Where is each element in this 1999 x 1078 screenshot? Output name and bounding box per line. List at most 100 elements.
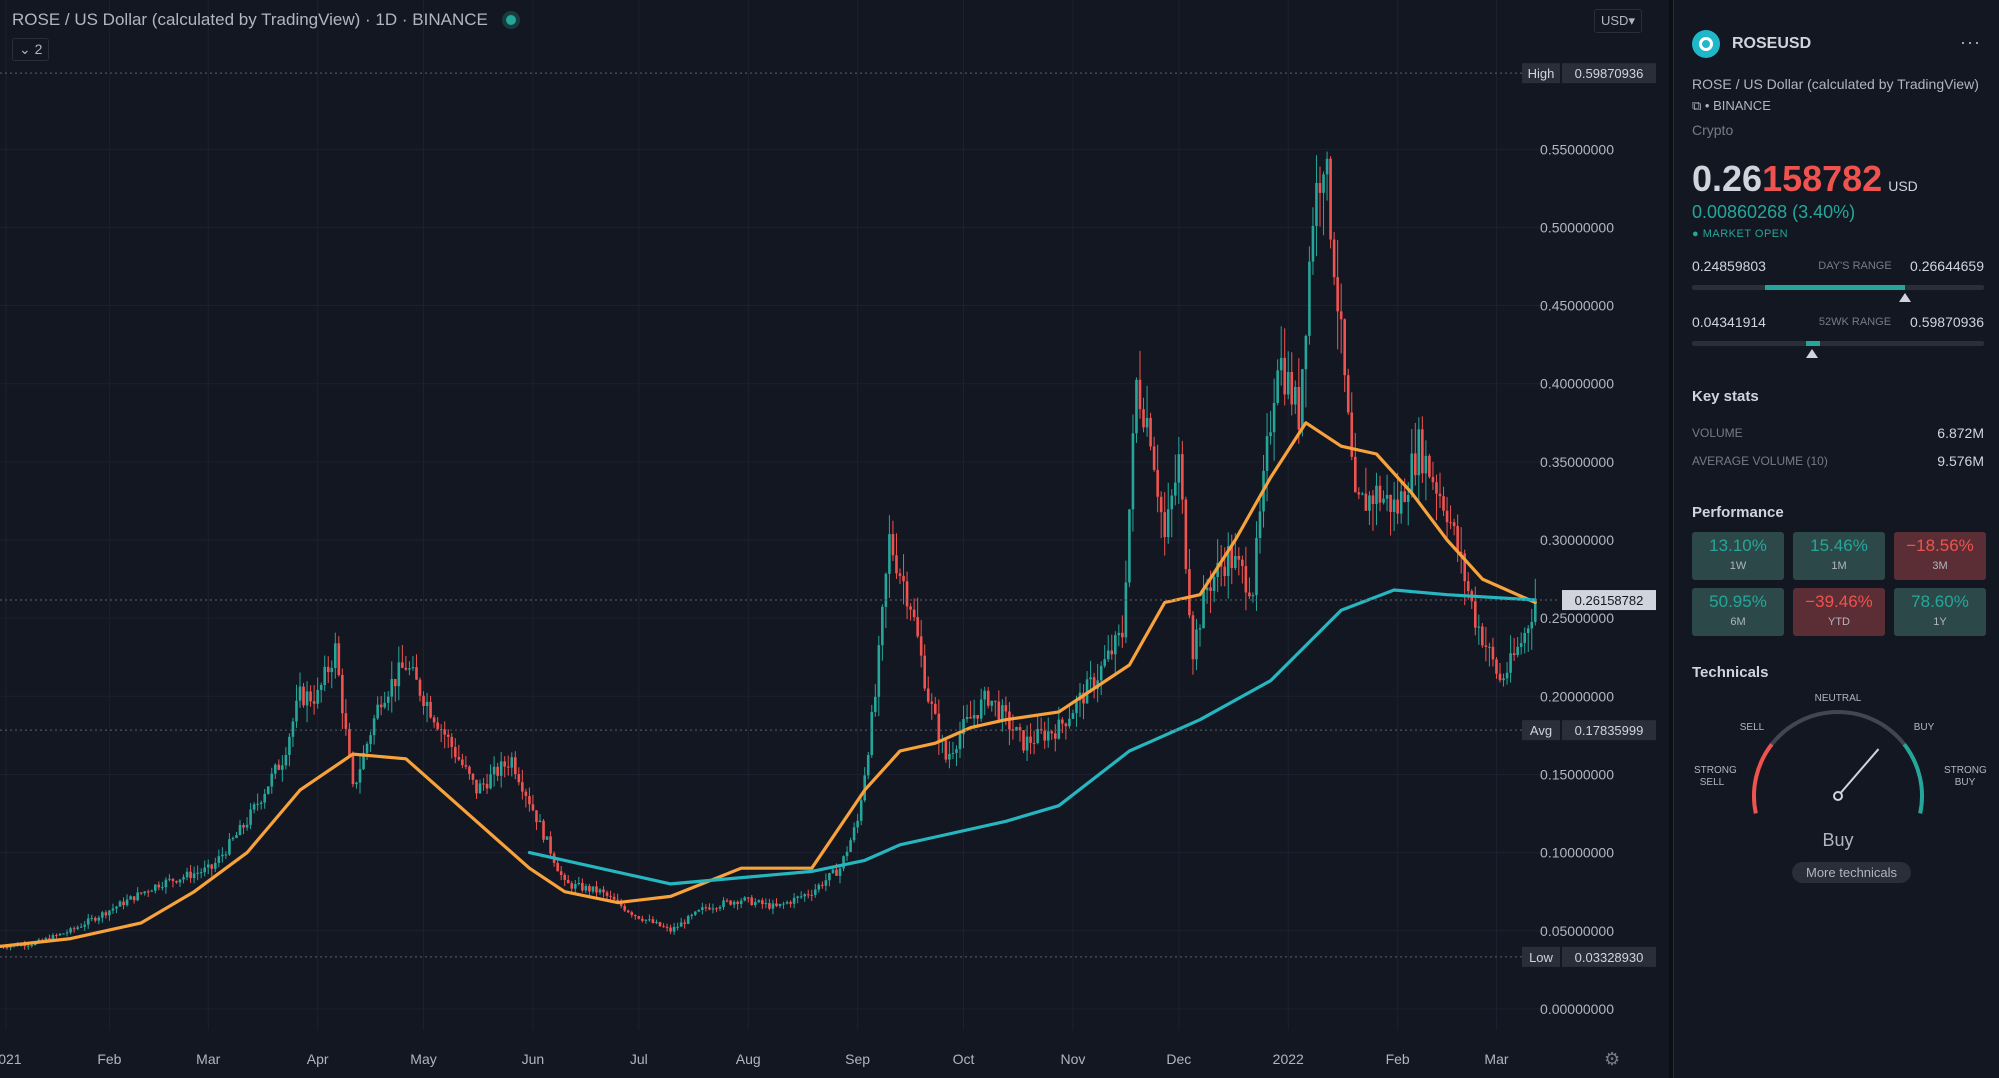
candle-body — [1286, 372, 1290, 395]
candle-body — [852, 827, 856, 841]
candle-body — [1442, 496, 1445, 511]
candle-body — [753, 902, 757, 906]
candle-body — [1445, 510, 1449, 523]
candle-body — [648, 919, 651, 921]
y-tick-label: 0.05000000 — [1540, 923, 1614, 939]
candle-body — [83, 924, 87, 927]
candle-body — [295, 700, 298, 722]
candle-body — [824, 880, 828, 886]
candle-body — [252, 804, 256, 810]
candle-body — [1308, 261, 1311, 336]
candle-body — [1279, 357, 1283, 371]
days-range-bar — [1692, 285, 1984, 302]
candle-body — [813, 889, 817, 895]
candle-body — [386, 696, 390, 703]
performance-cell[interactable]: 78.60% 1Y — [1894, 588, 1986, 636]
pane-divider[interactable] — [1669, 0, 1673, 1078]
candle-body — [1053, 733, 1057, 739]
candle-body — [962, 718, 965, 735]
performance-cell[interactable]: −18.56% 3M — [1894, 532, 1986, 580]
candle-body — [242, 824, 245, 828]
candle-body — [1251, 595, 1255, 597]
x-tick-label: Oct — [953, 1051, 975, 1067]
candle-body — [1509, 653, 1512, 673]
candle-body — [79, 926, 83, 928]
y-tick-label: 0.40000000 — [1540, 376, 1614, 392]
performance-cell[interactable]: −39.46% YTD — [1793, 588, 1885, 636]
candle-body — [143, 891, 147, 894]
x-tick-label: Nov — [1060, 1051, 1085, 1067]
candle-body — [249, 809, 252, 825]
candle-body — [390, 679, 394, 697]
candle-body — [559, 871, 563, 875]
candle-body — [372, 718, 376, 736]
candle-body — [821, 884, 824, 886]
candle-body — [93, 917, 97, 921]
indicators-toggle[interactable]: ⌄ 2 — [12, 38, 50, 61]
symbol-name[interactable]: ROSEUSD — [1732, 35, 1812, 52]
candle-body — [129, 896, 132, 900]
candle-body — [672, 926, 676, 932]
performance-value: 15.46% — [1810, 536, 1868, 555]
candle-body — [224, 854, 228, 856]
external-link-icon[interactable]: ⧉ — [1692, 98, 1702, 113]
candle-body — [122, 901, 125, 906]
candle-body — [1244, 566, 1248, 593]
candle-body — [1156, 469, 1159, 497]
candle-body — [1329, 158, 1332, 240]
candle-body — [118, 901, 122, 907]
avg-marker-label: Avg — [1530, 723, 1552, 738]
candle-body — [1343, 319, 1347, 376]
performance-cell[interactable]: 13.10% 1W — [1692, 532, 1784, 580]
more-options-icon[interactable]: ··· — [1960, 32, 1981, 52]
chart-legend: ROSE / US Dollar (calculated by TradingV… — [12, 10, 516, 30]
performance-cell[interactable]: 50.95% 6M — [1692, 588, 1784, 636]
x-tick-label: Mar — [196, 1051, 220, 1067]
x-tick-label: 2022 — [1273, 1051, 1304, 1067]
candle-body — [72, 928, 76, 930]
indicator-count: 2 — [34, 41, 43, 57]
candle-body — [157, 884, 161, 888]
candle-body — [333, 643, 337, 669]
gauge-neutral: NEUTRAL — [1814, 693, 1862, 704]
candle-body — [228, 839, 231, 855]
candle-body — [701, 907, 704, 910]
settings-gear-icon[interactable]: ⚙ — [1604, 1049, 1621, 1069]
moving-average-line — [527, 588, 1537, 886]
candle-body — [298, 686, 302, 701]
low-marker-label: Low — [1529, 950, 1553, 965]
chart-pane[interactable]: 0.00000000 0.05000000 0.10000000 0.15000000… — [0, 0, 1669, 1078]
performance-period: 1W — [1729, 560, 1747, 572]
candle-body — [1113, 635, 1117, 655]
x-tick-label: Jul — [630, 1051, 648, 1067]
candle-body — [436, 722, 439, 730]
candle-body — [1293, 386, 1297, 405]
candle-body — [1350, 412, 1354, 457]
y-tick-label: 0.50000000 — [1540, 219, 1614, 235]
candle-body — [69, 928, 72, 933]
candle-body — [432, 717, 436, 723]
candle-body — [1248, 592, 1251, 597]
candle-body — [764, 903, 768, 905]
candle-body — [612, 896, 616, 900]
candle-body — [351, 755, 355, 785]
currency-select[interactable]: USD▾ — [1594, 9, 1642, 33]
performance-grid: 13.10% 1W 15.46% 1M −18.56% 3M 50.95% 6M −39… — [1692, 532, 1986, 636]
candle-body — [588, 886, 591, 892]
rose-logo-icon — [1692, 30, 1720, 58]
candle-body — [782, 903, 785, 905]
more-technicals-button[interactable]: More technicals — [1792, 862, 1912, 883]
candle-body — [1103, 659, 1107, 666]
candle-body — [206, 864, 210, 868]
marker-label-bg — [1522, 720, 1560, 741]
price-chart[interactable]: 0.00000000 0.05000000 0.10000000 0.15000000… — [0, 0, 1669, 1078]
y-tick-label: 0.00000000 — [1540, 1001, 1614, 1017]
candle-body — [30, 944, 34, 946]
candle-body — [1276, 370, 1279, 403]
exchange-name[interactable]: BINANCE — [1713, 98, 1771, 113]
candle-body — [521, 782, 524, 792]
candle-body — [259, 802, 263, 804]
marker-label-bg — [1522, 946, 1560, 967]
candle-body — [496, 766, 499, 776]
performance-cell[interactable]: 15.46% 1M — [1793, 532, 1885, 580]
